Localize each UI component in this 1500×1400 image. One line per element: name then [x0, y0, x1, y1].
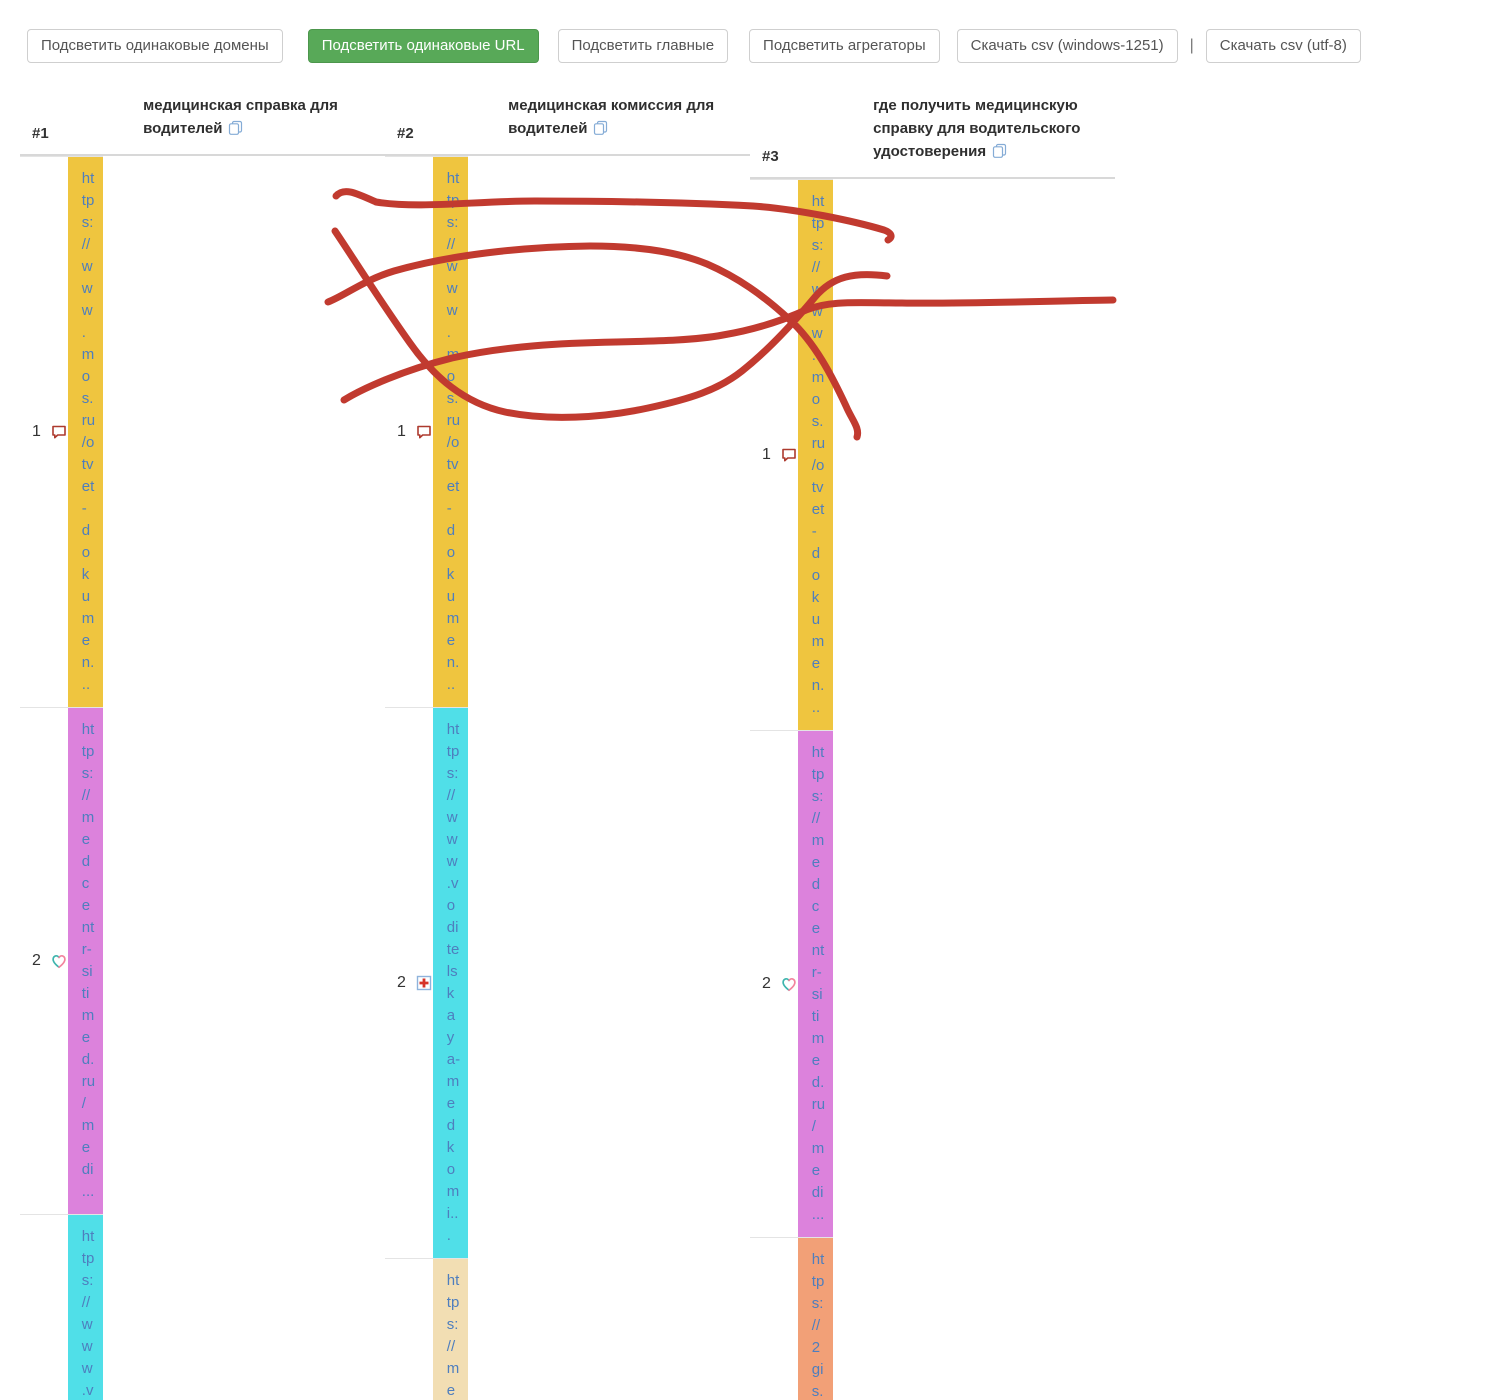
rank-number: 3	[750, 1238, 780, 1400]
rank-number: 2	[750, 731, 780, 1238]
result-url-link[interactable]: https://www.voditelskaya- medkomi...	[68, 1215, 103, 1400]
copy-icon[interactable]	[992, 143, 1007, 165]
result-row: 3 https://2gis.ru/moscow/search/%D...	[750, 1238, 833, 1400]
download-csv-utf8-button[interactable]: Скачать csv (utf-8)	[1206, 29, 1361, 63]
result-url-link[interactable]: https://2gis.ru/moscow/search/%D...	[798, 1238, 833, 1400]
table-header: #3 где получить медицинскую справку для …	[750, 88, 1115, 178]
serp-table-3: #3 где получить медицинскую справку для …	[750, 88, 1115, 1400]
result-row: 1 https://www.mos.ru/otvet- dokumen...	[385, 157, 468, 708]
2gis-logo-icon	[780, 1238, 798, 1400]
medkomissia-cross-icon	[50, 1215, 68, 1400]
rank-number: 2	[385, 708, 415, 1259]
rank-number: 2	[20, 708, 50, 1215]
mos-ru-bubble-icon	[50, 157, 68, 708]
result-row: 3 https://www.voditelskaya- medkomi...	[20, 1215, 103, 1400]
result-url-link[interactable]: https://media.mts.ru/technologie...	[433, 1259, 468, 1400]
sitimed-heart-icon	[780, 731, 798, 1238]
result-row: 2 https://medcentr-sitimed.ru/medi...	[20, 708, 103, 1215]
table-header: #2 медицинская комиссия для водителей	[385, 88, 750, 155]
query-text: где получить медицинскую справку для вод…	[873, 97, 1080, 160]
mts-egg-icon	[415, 1259, 433, 1400]
result-row: 2 https://www.voditelskaya- medkomi...	[385, 708, 468, 1259]
result-url-link[interactable]: https://medcentr-sitimed.ru/medi...	[798, 731, 833, 1238]
result-url-link[interactable]: https://www.voditelskaya- medkomi...	[433, 708, 468, 1259]
table-header: #1 медицинская справка для водителей	[20, 88, 385, 155]
result-url-link[interactable]: https://www.mos.ru/otvet- dokumen...	[798, 180, 833, 731]
rank-number: 1	[385, 157, 415, 708]
medkomissia-cross-icon	[415, 708, 433, 1259]
highlight-same-domains-button[interactable]: Подсветить одинаковые домены	[27, 29, 283, 63]
result-row: 3 https://media.mts.ru/technologie...	[385, 1259, 468, 1400]
rank-number: 1	[750, 180, 780, 731]
highlight-same-urls-button[interactable]: Подсветить одинаковые URL	[308, 29, 539, 63]
header-spacer	[103, 88, 129, 155]
copy-icon[interactable]	[593, 120, 608, 142]
column-rank-label: #3	[750, 88, 833, 178]
rank-number: 3	[20, 1215, 50, 1400]
header-spacer	[468, 88, 494, 155]
button-separator: |	[1190, 37, 1194, 55]
mos-ru-bubble-icon	[780, 180, 798, 731]
download-csv-win1251-button[interactable]: Скачать csv (windows-1251)	[957, 29, 1178, 63]
result-row: 1 https://www.mos.ru/otvet- dokumen...	[750, 180, 833, 731]
result-url-link[interactable]: https://www.mos.ru/otvet- dokumen...	[68, 157, 103, 708]
highlight-main-pages-button[interactable]: Подсветить главные	[558, 29, 728, 63]
header-spacer	[833, 88, 859, 178]
rank-number: 3	[385, 1259, 415, 1400]
column-rank-label: #1	[20, 88, 103, 155]
result-row: 2 https://medcentr-sitimed.ru/medi...	[750, 731, 833, 1238]
column-rank-label: #2	[385, 88, 468, 155]
result-url-link[interactable]: https://www.mos.ru/otvet- dokumen...	[433, 157, 468, 708]
copy-icon[interactable]	[228, 120, 243, 142]
sitimed-heart-icon	[50, 708, 68, 1215]
mos-ru-bubble-icon	[415, 157, 433, 708]
highlight-aggregators-button[interactable]: Подсветить агрегаторы	[749, 29, 940, 63]
result-url-link[interactable]: https://medcentr-sitimed.ru/medi...	[68, 708, 103, 1215]
toolbar: Подсветить одинаковые домены Подсветить …	[27, 29, 1361, 63]
query-text: медицинская комиссия для водителей	[508, 97, 714, 137]
result-row: 1 https://www.mos.ru/otvet- dokumen...	[20, 157, 103, 708]
rank-number: 1	[20, 157, 50, 708]
